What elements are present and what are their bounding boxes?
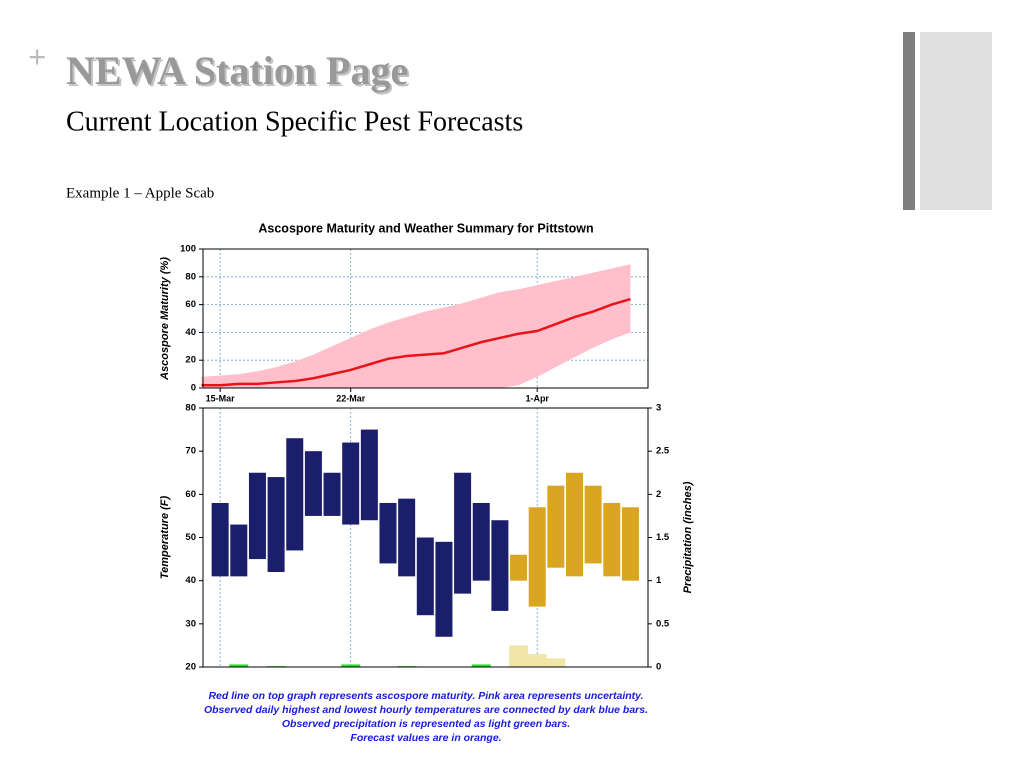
- temperature-bar: [398, 498, 416, 577]
- temperature-bar: [603, 502, 621, 577]
- y-tick-label: 40: [185, 575, 196, 586]
- temperature-bar: [248, 472, 266, 560]
- y2-tick-label: 2: [656, 489, 661, 500]
- maturity-line: [201, 297, 631, 387]
- precip-bar: [546, 658, 566, 667]
- y-tick-label: 40: [185, 327, 196, 338]
- temperature-bar: [230, 524, 248, 577]
- example-label: Example 1 – Apple Scab: [66, 185, 214, 201]
- plot-frame: [202, 407, 649, 668]
- uncertainty-band: [201, 264, 631, 388]
- precip-bar: [471, 664, 491, 667]
- temperature-bar: [584, 485, 602, 564]
- temperature-bar: [323, 472, 341, 516]
- slide-title: NEWA Station Page: [66, 48, 408, 93]
- temperature-bar: [304, 451, 322, 516]
- y-tick-label: 80: [185, 271, 196, 282]
- temperature-bar: [547, 485, 565, 568]
- caption-line: Forecast values are in orange.: [350, 732, 501, 744]
- temperature-bar: [491, 520, 509, 611]
- y2-tick-label: 0.5: [656, 618, 670, 629]
- temperature-bar: [342, 442, 360, 525]
- y-tick-label: 20: [185, 355, 196, 366]
- y-axis-label: Ascospore Maturity (%): [159, 257, 171, 381]
- precip-bar: [341, 664, 361, 667]
- y-tick-label: 80: [185, 403, 196, 414]
- temperature-bar: [528, 507, 546, 607]
- y-tick-label: 20: [185, 662, 196, 673]
- x-tick-label: 22-Mar: [336, 393, 366, 403]
- y-tick-label: 0: [191, 383, 196, 394]
- caption: Red line on top graph represents ascospo…: [204, 690, 648, 744]
- title-shadow: NEWA Station Page: [68, 50, 410, 95]
- temperature-bar: [566, 472, 583, 577]
- x-tick-label: 1-Apr: [525, 393, 549, 403]
- y-tick-label: 60: [185, 489, 196, 500]
- y-axis-label: Temperature (F): [159, 496, 171, 580]
- y2-tick-label: 1.5: [656, 532, 670, 543]
- caption-line: Observed daily highest and lowest hourly…: [204, 704, 648, 716]
- x-tick-label: 15-Mar: [206, 393, 236, 403]
- deco-bar: [903, 32, 915, 210]
- temperature-bar: [211, 502, 229, 577]
- temperature-bar: [379, 502, 397, 564]
- precip-bar: [229, 664, 249, 667]
- temperature-bar: [286, 438, 304, 551]
- y-tick-label: 100: [180, 244, 196, 255]
- temperature-bar: [435, 541, 453, 637]
- plot-frame: [202, 248, 649, 389]
- y2-tick-label: 3: [656, 403, 661, 414]
- y2-tick-label: 0: [656, 662, 661, 673]
- temperature-bar: [510, 554, 528, 581]
- plus: +: [28, 38, 46, 74]
- y-tick-label: 70: [185, 446, 196, 457]
- y-tick-label: 30: [185, 618, 196, 629]
- precip-bar: [527, 654, 547, 667]
- slide-subtitle: Current Location Specific Pest Forecasts: [66, 106, 523, 137]
- temperature-bar: [621, 507, 639, 581]
- precip-bar: [509, 645, 529, 667]
- deco-panel: [920, 32, 992, 210]
- temperature-bar: [472, 502, 490, 581]
- y2-tick-label: 1: [656, 575, 662, 586]
- temperature-bar: [416, 537, 434, 616]
- temperature-bar: [454, 472, 472, 594]
- y-tick-label: 60: [185, 299, 196, 310]
- y-tick-label: 50: [185, 532, 196, 543]
- temperature-bar: [360, 429, 378, 521]
- y2-axis-label: Precipitation (inches): [682, 481, 694, 593]
- caption-line: Red line on top graph represents ascospo…: [208, 690, 643, 702]
- temperature-bar: [267, 477, 285, 573]
- caption-line: Observed precipitation is represented as…: [282, 718, 570, 730]
- y2-tick-label: 2.5: [656, 446, 670, 457]
- chart-title: Ascospore Maturity and Weather Summary f…: [258, 221, 593, 235]
